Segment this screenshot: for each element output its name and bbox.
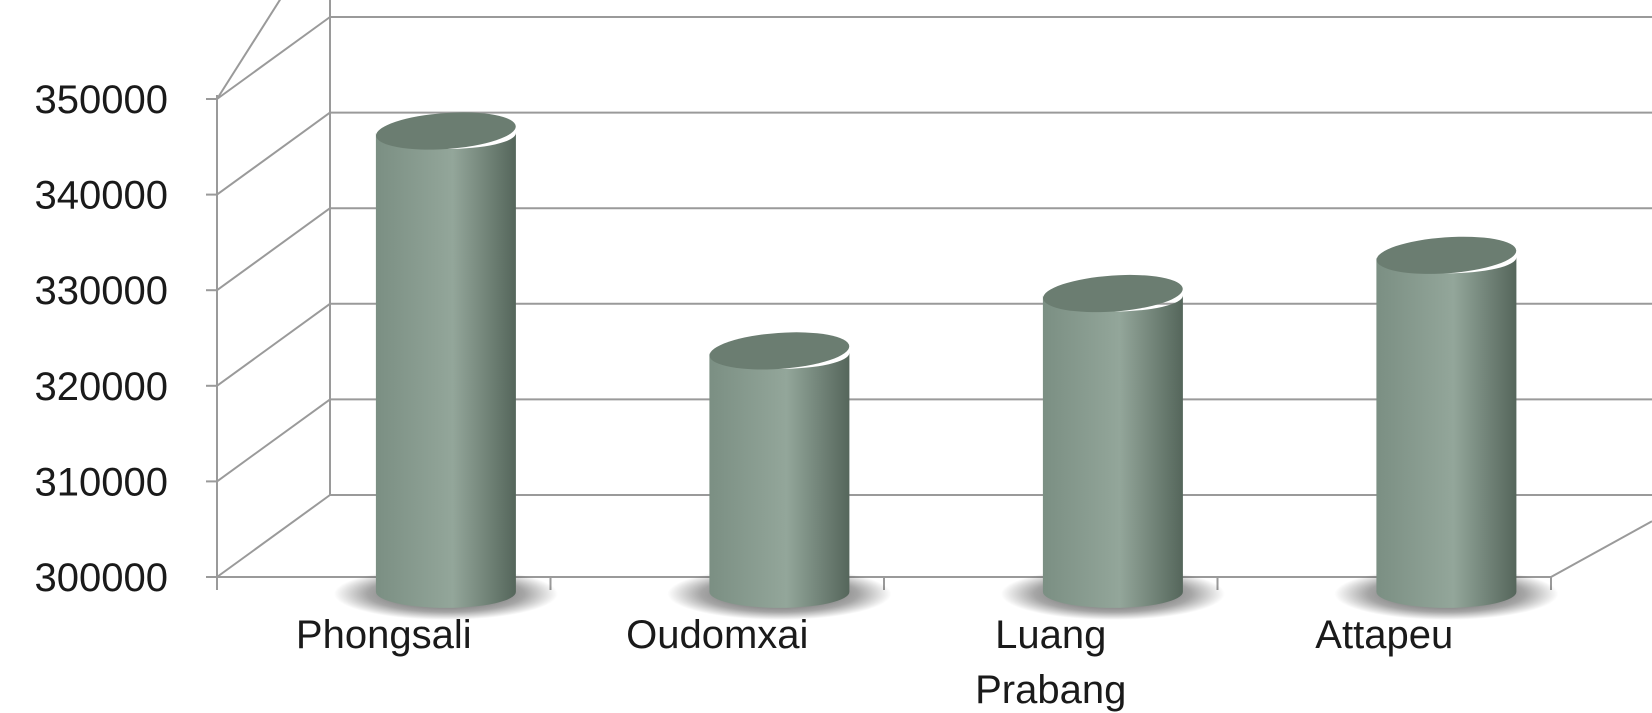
x-tick-label: Prabang xyxy=(975,668,1126,712)
gridline-side-top xyxy=(216,0,282,100)
bar-body xyxy=(709,352,850,608)
gridline-side-4 xyxy=(216,111,331,196)
bars xyxy=(333,112,1559,620)
y-tick-label: 330000 xyxy=(35,269,168,313)
bar-body xyxy=(375,133,516,608)
x-tick-label: Oudomxai xyxy=(626,613,808,657)
bar-top xyxy=(1376,236,1517,274)
y-tick-label: 310000 xyxy=(35,460,168,504)
y-tick-label: 300000 xyxy=(35,556,168,600)
bar-attapeu xyxy=(1334,236,1559,620)
y-tick-label: 320000 xyxy=(35,365,168,409)
gridline-side-2 xyxy=(216,302,331,387)
gridline-side-0 xyxy=(216,494,331,578)
bar-body xyxy=(1376,257,1517,608)
x-tick-label: Phongsali xyxy=(296,613,472,657)
x-tick-label: Luang xyxy=(995,613,1106,657)
gridline-side-3 xyxy=(216,207,331,292)
bar-top xyxy=(709,332,850,370)
bar-oudomxai xyxy=(667,332,892,620)
x-tick-label: Attapeu xyxy=(1315,613,1453,657)
y-tick-label: 350000 xyxy=(35,78,168,122)
bar-phongsali xyxy=(333,112,558,620)
floor-right-edge xyxy=(1550,520,1652,578)
y-tick-label: 340000 xyxy=(35,174,168,218)
gridline-side-5 xyxy=(216,16,331,100)
gridline-side-1 xyxy=(216,398,331,483)
y-tick-labels: 300000 310000 320000 330000 340000 350000 xyxy=(35,78,168,600)
bar-top xyxy=(376,112,516,150)
bar-luang-prabang xyxy=(1000,274,1225,620)
bar-top xyxy=(1043,274,1183,313)
x-tick-labels: Phongsali Oudomxai Luang Prabang Attapeu xyxy=(296,613,1453,712)
bar-body xyxy=(1042,295,1183,608)
